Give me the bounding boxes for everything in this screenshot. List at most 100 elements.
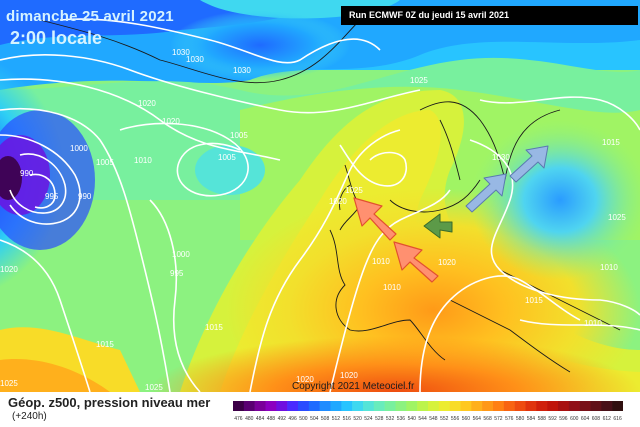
legend-swatch [395,401,407,411]
legend-label: 564 [473,416,482,422]
legend-swatch [460,401,472,411]
legend-label: 488 [267,416,276,422]
legend-swatch [265,401,277,411]
copyright: Copyright 2021 Meteociel.fr [292,381,415,392]
legend-label: 484 [256,416,265,422]
legend-swatch [276,401,288,411]
isobar-label: 1030 [186,55,204,64]
legend-swatch [438,401,450,411]
isobar-label: 990 [20,169,34,178]
legend-swatch [417,401,429,411]
legend-label: 548 [429,416,438,422]
isobar-label: 1010 [584,319,602,328]
legend-swatch [428,401,440,411]
legend-label: 532 [386,416,395,422]
forecast-date: dimanche 25 avril 2021 [6,8,174,25]
isobar-label: 995 [45,192,59,201]
legend-label: 536 [397,416,406,422]
legend-label: 524 [364,416,373,422]
legend-swatch [298,401,310,411]
legend-swatch [363,401,375,411]
legend-label: 612 [603,416,612,422]
isobar-label: 990 [78,192,92,201]
legend-swatch [406,401,418,411]
legend-label: 616 [613,416,622,422]
isobar-label: 1010 [600,263,618,272]
isobar-label: 1005 [218,153,236,162]
legend-swatch [612,401,623,411]
legend-swatch [579,401,591,411]
legend-swatch [536,401,548,411]
legend-swatch [341,401,353,411]
isobar-label: 1000 [172,250,190,259]
legend-swatch [493,401,505,411]
legend-swatch [233,401,245,411]
isobar-labels: 1030 1030 1030 1025 1020 1020 1005 1010 … [0,48,626,392]
legend-swatch [503,401,515,411]
legend-label: 504 [310,416,319,422]
legend-label: 600 [570,416,579,422]
run-info: Run ECMWF 0Z du jeudi 15 avril 2021 [341,6,638,25]
legend-swatch [352,401,364,411]
legend-swatch [287,401,299,411]
isobar-label: 1030 [492,153,510,162]
legend-label: 560 [462,416,471,422]
legend-swatch [254,401,266,411]
legend-swatch [384,401,396,411]
legend-swatch [308,401,320,411]
legend-swatch [568,401,580,411]
isobar-label: 995 [170,269,184,278]
isobar-label: 1015 [205,323,223,332]
isobar-label: 1005 [96,158,114,167]
legend-label: 588 [538,416,547,422]
isobar-label: 1020 [438,258,456,267]
isobar-label: 1010 [372,257,390,266]
isobar-label: 1025 [0,379,18,388]
legend-label: 580 [516,416,525,422]
legend-swatch [319,401,331,411]
weather-map: 1030 1030 1030 1025 1020 1020 1005 1010 … [0,0,640,392]
legend-label: 480 [245,416,254,422]
legend-swatch [373,401,385,411]
isobar-label: 1015 [525,296,543,305]
flow-arrows [353,145,549,283]
cold-advection-arrow [509,145,549,183]
isobar-label: 1025 [608,213,626,222]
isobar-label: 1025 [345,186,363,195]
isobar-label: 1005 [230,131,248,140]
warm-advection-arrow [353,197,397,241]
legend-label: 512 [332,416,341,422]
legend-label: 540 [408,416,417,422]
isobar-label: 1020 [162,117,180,126]
warm-advection-arrow [393,241,439,283]
forecast-range: (+240h) [12,411,47,422]
legend-label: 476 [234,416,243,422]
legend-label: 592 [548,416,557,422]
legend-label: 584 [527,416,536,422]
legend-label: 576 [505,416,514,422]
legend-swatch [601,401,613,411]
isobar-label: 1020 [0,265,18,274]
legend-label: 496 [288,416,297,422]
legend-label: 608 [592,416,601,422]
legend-swatch [330,401,342,411]
isobar-label: 1015 [96,340,114,349]
isobar-label: 1025 [410,76,428,85]
legend-label: 572 [494,416,503,422]
isobar-label: 1010 [134,156,152,165]
legend-label: 500 [299,416,308,422]
isobar-label: 1000 [70,144,88,153]
legend-label: 516 [343,416,352,422]
isobar-label: 1020 [340,371,358,380]
legend-label: 604 [581,416,590,422]
color-legend: 476 480 484 488 492 496 500 504 508 512 516 520 524 5… [233,401,623,422]
isobar-label: 1020 [296,375,314,384]
legend-swatch [471,401,483,411]
legend-swatch [482,401,494,411]
legend-swatch [558,401,570,411]
mild-flow-arrow [423,213,453,239]
legend-label: 528 [375,416,384,422]
legend-label: 552 [440,416,449,422]
legend-swatch [547,401,559,411]
